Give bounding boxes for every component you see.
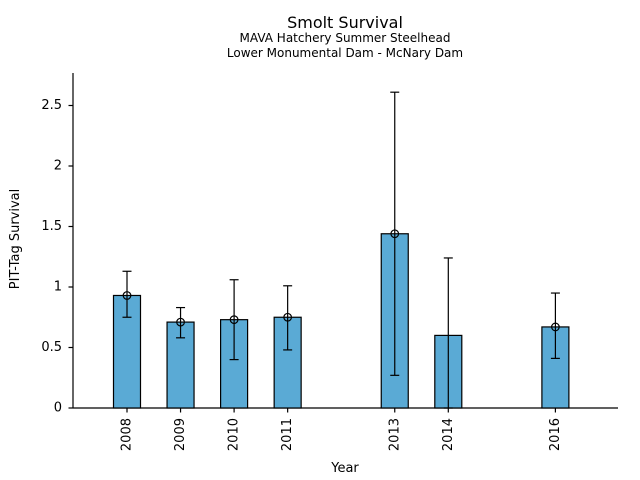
error-bar-2010 (229, 279, 239, 361)
chart-subtitle-line1: MAVA Hatchery Summer Steelhead (240, 31, 451, 45)
error-bar-2011 (283, 285, 293, 351)
error-bar-2013 (390, 91, 400, 376)
y-tick-label: 0.5 (41, 340, 62, 355)
y-tick-label: 1 (54, 280, 62, 295)
x-tick-label: 2011 (280, 418, 295, 451)
point-marker-2008 (122, 291, 132, 300)
y-tick-label: 1.5 (41, 219, 62, 234)
chart-subtitle-line2: Lower Monumental Dam - McNary Dam (227, 46, 463, 60)
point-marker-2013 (390, 229, 400, 239)
y-tick-label: 2.5 (41, 98, 62, 113)
y-tick-label: 2 (54, 159, 62, 174)
y-axis-label: PIT-Tag Survival (8, 189, 23, 289)
error-bar-2008 (122, 270, 132, 318)
x-tick-label: 2009 (173, 418, 188, 451)
error-bar-2009 (176, 306, 186, 339)
chart-title: Smolt Survival (287, 13, 403, 32)
point-marker-2011 (283, 312, 293, 322)
error-bar-2014 (443, 257, 453, 409)
x-axis-label: Year (330, 461, 359, 476)
point-marker-2009 (176, 317, 185, 327)
error-bar-2016 (550, 292, 560, 359)
x-tick-label: 2013 (387, 418, 402, 451)
point-marker-2016 (551, 322, 560, 332)
plot-area: 0 0.5 1 1.5 2 2.5 2008 2009 2010 2011 2013 2014 2016 (41, 73, 618, 451)
x-tick-label: 2014 (441, 418, 456, 451)
point-marker-2010 (229, 315, 239, 325)
y-tick-label: 0 (54, 401, 62, 416)
x-tick-label: 2010 (227, 418, 242, 451)
x-tick-label: 2016 (548, 418, 563, 451)
x-tick-label: 2008 (120, 418, 135, 451)
